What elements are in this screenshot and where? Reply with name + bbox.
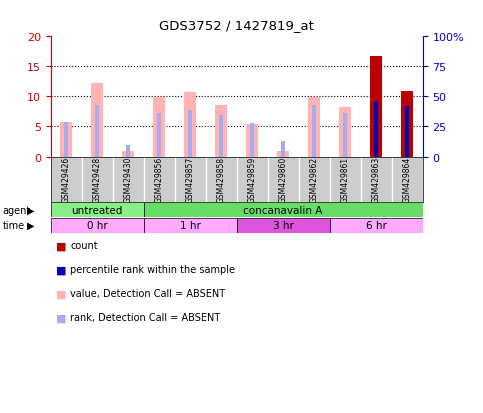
Text: untreated: untreated (71, 205, 123, 215)
Text: GSM429859: GSM429859 (248, 157, 256, 203)
Bar (401, 92, 413, 157)
Text: 3 hr: 3 hr (273, 221, 294, 230)
Text: ▶: ▶ (27, 221, 34, 230)
Bar (374, 101, 378, 157)
Text: time: time (2, 221, 25, 230)
Text: GSM429857: GSM429857 (185, 157, 195, 203)
Text: ■: ■ (56, 265, 66, 275)
Bar (281, 142, 285, 157)
Bar (237, 218, 330, 233)
Text: GSM429864: GSM429864 (403, 157, 412, 203)
Bar (246, 125, 258, 157)
Text: rank, Detection Call = ABSENT: rank, Detection Call = ABSENT (70, 313, 220, 323)
Text: count: count (70, 241, 98, 251)
Text: GSM429862: GSM429862 (310, 157, 319, 203)
Text: GSM429430: GSM429430 (124, 157, 133, 203)
Bar (144, 218, 237, 233)
Bar (153, 98, 165, 157)
Bar (144, 203, 423, 218)
Bar (312, 106, 316, 157)
Text: concanavalin A: concanavalin A (243, 205, 323, 215)
Bar (60, 122, 72, 157)
Bar (188, 110, 192, 157)
Bar (405, 107, 409, 157)
Text: GSM429858: GSM429858 (217, 157, 226, 203)
Text: GSM429428: GSM429428 (93, 157, 102, 203)
Bar (51, 203, 144, 218)
Bar (343, 113, 347, 157)
Text: GDS3752 / 1427819_at: GDS3752 / 1427819_at (159, 19, 314, 31)
Text: GSM429856: GSM429856 (155, 157, 164, 203)
Text: ■: ■ (56, 313, 66, 323)
Bar (95, 106, 99, 157)
Text: 1 hr: 1 hr (180, 221, 200, 230)
Text: GSM429426: GSM429426 (62, 157, 71, 203)
Text: GSM429861: GSM429861 (341, 157, 350, 203)
Text: ■: ■ (56, 289, 66, 299)
Bar (64, 122, 68, 157)
Text: ■: ■ (56, 241, 66, 251)
Bar (219, 116, 223, 157)
Text: 6 hr: 6 hr (366, 221, 386, 230)
Text: GSM429863: GSM429863 (371, 157, 381, 203)
Bar (308, 98, 320, 157)
Bar (157, 113, 161, 157)
Bar (339, 108, 351, 157)
Bar (250, 124, 254, 157)
Text: value, Detection Call = ABSENT: value, Detection Call = ABSENT (70, 289, 225, 299)
Bar (91, 84, 103, 157)
Bar (370, 57, 382, 157)
Bar (126, 146, 130, 157)
Bar (277, 151, 289, 157)
Bar (215, 106, 227, 157)
Text: ▶: ▶ (27, 205, 34, 215)
Text: GSM429860: GSM429860 (279, 157, 288, 203)
Text: 0 hr: 0 hr (87, 221, 108, 230)
Bar (122, 152, 134, 157)
Bar (51, 218, 144, 233)
Text: percentile rank within the sample: percentile rank within the sample (70, 265, 235, 275)
Bar (185, 93, 196, 157)
Bar (329, 218, 423, 233)
Text: agent: agent (2, 205, 30, 215)
